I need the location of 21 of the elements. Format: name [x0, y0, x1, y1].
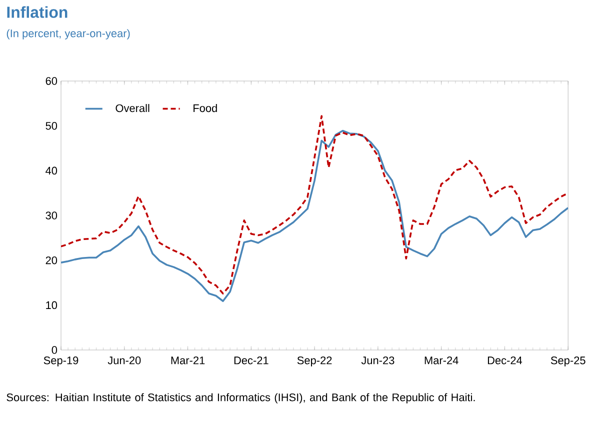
- x-tick-label: Mar-24: [424, 356, 458, 364]
- y-tick-label: 60: [46, 77, 58, 85]
- y-tick-label: 30: [46, 212, 58, 220]
- legend-label: Overall: [116, 104, 150, 112]
- source-note: Sources: Haitian Institute of Statistics and Informatics (IHSI), and Bank of the Republic of Haiti.: [6, 393, 475, 404]
- x-tick-label: Dec-24: [488, 356, 522, 364]
- x-tick-label: Mar-21: [171, 356, 205, 364]
- y-tick-label: 10: [46, 301, 58, 310]
- x-tick-label: Jun-20: [108, 356, 141, 364]
- chart-subtitle: (In percent, year-on-year): [6, 29, 130, 40]
- y-tick-label: 50: [46, 122, 58, 130]
- x-tick-label: Jun-23: [361, 356, 394, 364]
- x-tick-label: Sep-19: [44, 356, 78, 366]
- legend-label: Food: [194, 104, 217, 112]
- chart-title: Inflation: [7, 6, 68, 18]
- y-tick-label: 40: [46, 166, 58, 175]
- y-tick-label: 0: [52, 346, 58, 354]
- x-tick-label: Sep-22: [297, 356, 332, 366]
- y-tick-label: 20: [46, 256, 58, 264]
- x-tick-label: Dec-21: [234, 356, 268, 364]
- x-tick-label: Sep-25: [550, 356, 586, 366]
